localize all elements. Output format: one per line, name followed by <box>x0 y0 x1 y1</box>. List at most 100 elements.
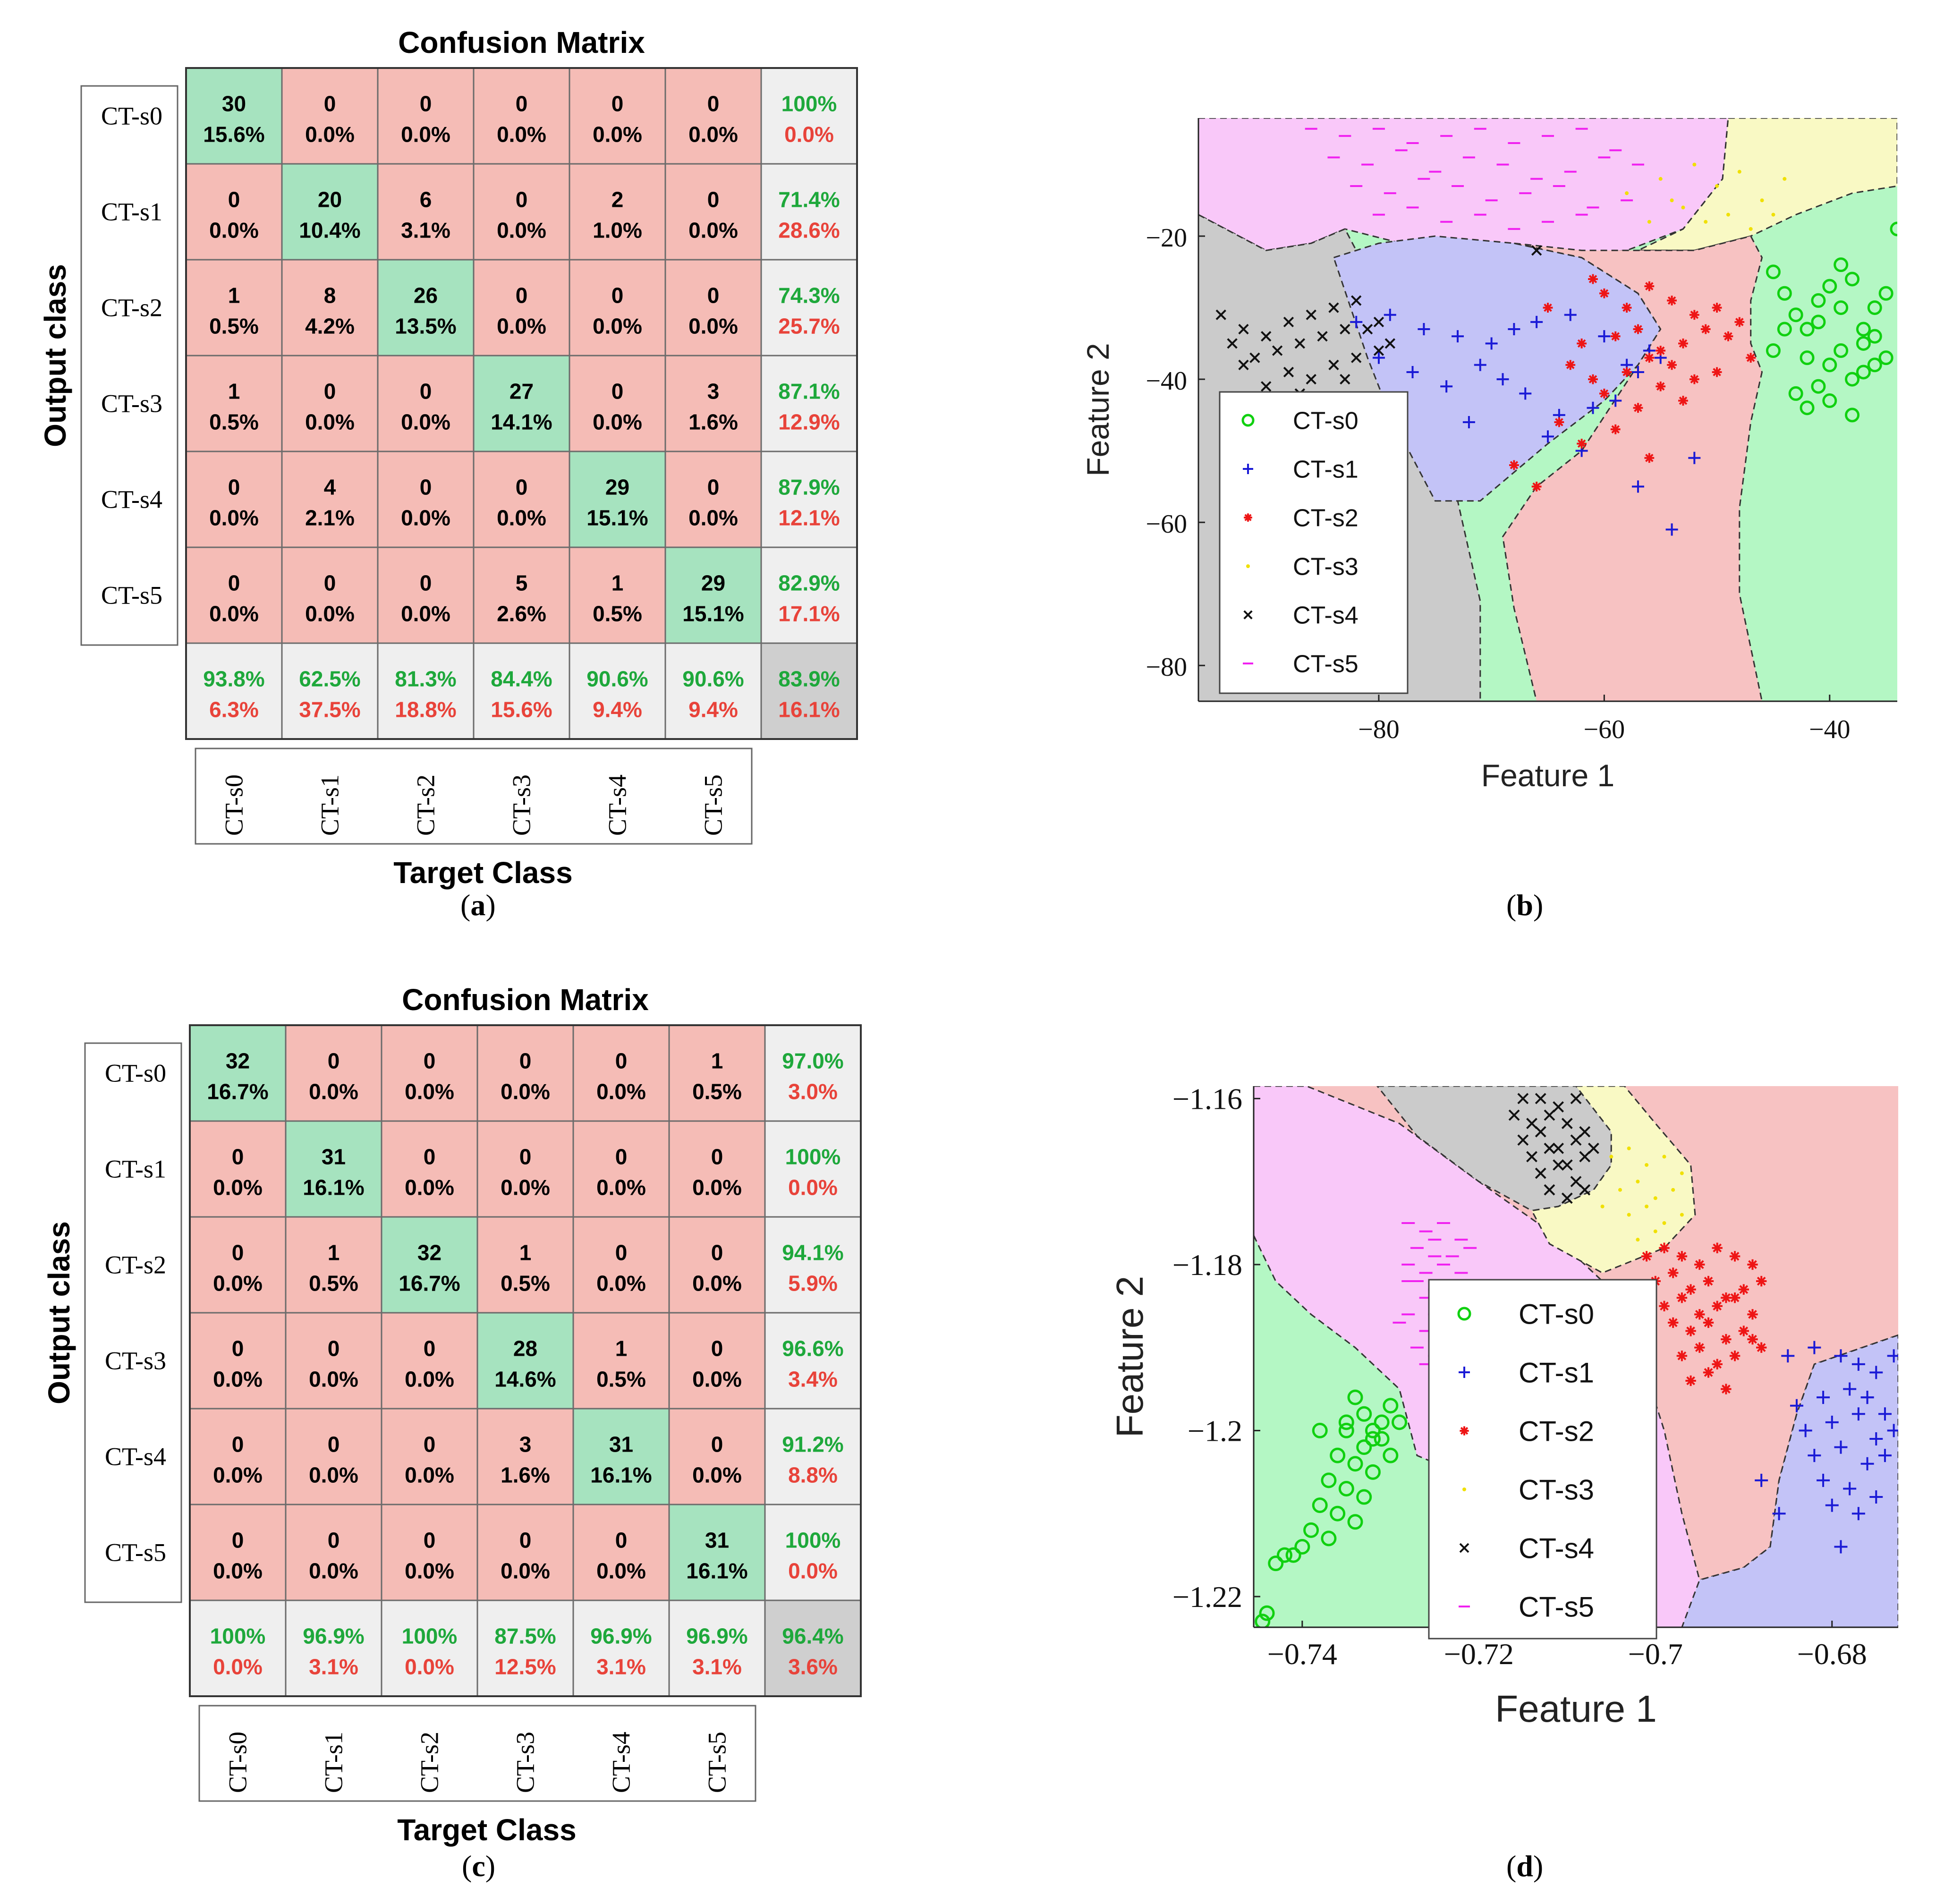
legend-entry-label: CT-s5 <box>1293 651 1359 678</box>
marker-asterisk <box>1667 1267 1679 1278</box>
cell-r1c2 <box>381 1120 478 1218</box>
marker-circle <box>1811 293 1826 308</box>
marker-dot <box>1627 1213 1631 1217</box>
y-tick-label: −40 <box>1146 366 1187 396</box>
legend-entry-label: CT-s1 <box>1293 456 1359 484</box>
marker-circle <box>1766 264 1781 280</box>
decision-region <box>1198 118 1729 258</box>
marker-x <box>1459 1543 1469 1553</box>
cell-r1c1 <box>285 1120 382 1218</box>
marker-asterisk <box>1689 374 1699 384</box>
cell-count: 2 <box>611 187 624 212</box>
marker-plus <box>1808 1449 1821 1462</box>
cell-count: 1 <box>228 283 240 308</box>
marker-x <box>1553 1159 1564 1171</box>
cell-count: 0 <box>615 1528 628 1553</box>
cell-count: 32 <box>417 1241 442 1265</box>
marker-circle <box>1800 400 1815 416</box>
marker-asterisk <box>1659 1242 1670 1253</box>
cell-percent: 0.0% <box>593 410 642 434</box>
cell-row-summary-4 <box>760 450 858 548</box>
marker-x <box>1526 1118 1537 1130</box>
cell-r5c5 <box>668 1504 766 1601</box>
marker-circle <box>1383 1447 1399 1463</box>
cell-r2c1 <box>281 259 379 357</box>
cell-r5c4 <box>572 1504 670 1601</box>
cell-r4c4 <box>572 1408 670 1505</box>
row-summary-bad: 3.0% <box>788 1080 838 1104</box>
marker-plus <box>1834 1540 1848 1554</box>
marker-circle <box>1845 372 1860 387</box>
col-summary-bad: 0.0% <box>405 1655 454 1679</box>
marker-asterisk <box>1694 1342 1705 1353</box>
row-class-label: CT-s1 <box>101 198 162 226</box>
marker-circle <box>1276 1547 1292 1563</box>
cell-count: 0 <box>232 1336 244 1361</box>
cell-count: 0 <box>228 571 240 595</box>
row-summary-bad: 3.4% <box>788 1367 838 1392</box>
marker-circle <box>1822 279 1837 294</box>
cell-count: 0 <box>424 1049 436 1073</box>
marker-dot <box>1636 1180 1640 1184</box>
marker-plus <box>1496 373 1509 386</box>
marker-circle <box>1788 307 1803 323</box>
cell-percent: 0.0% <box>405 1463 454 1488</box>
marker-dot <box>1760 198 1764 203</box>
marker-asterisk <box>1599 288 1609 298</box>
marker-x <box>1243 610 1253 620</box>
cell-r5c3 <box>476 1504 574 1601</box>
cell-count: 0 <box>424 1145 436 1169</box>
cell-count: 0 <box>324 92 336 116</box>
marker-dot <box>1662 1221 1666 1225</box>
marker-dot <box>1658 177 1663 181</box>
marker-asterisk <box>1700 324 1711 334</box>
cell-col-summary-0 <box>185 642 283 740</box>
cell-r1c0 <box>185 163 283 261</box>
cell-r1c1 <box>281 163 379 261</box>
cell-percent: 15.6% <box>203 122 264 147</box>
y-tick-label: −1.2 <box>1188 1414 1242 1447</box>
cell-r3c3 <box>473 355 570 452</box>
marker-asterisk <box>1721 1334 1732 1345</box>
marker-dot <box>1771 212 1775 217</box>
marker-x <box>1373 316 1384 328</box>
col-summary-bad: 3.1% <box>692 1655 742 1679</box>
marker-asterisk <box>1746 353 1756 363</box>
marker-asterisk <box>1531 482 1542 492</box>
x-tick-label: −0.7 <box>1628 1637 1683 1671</box>
row-class-label: CT-s0 <box>101 102 162 130</box>
cell-count: 8 <box>324 283 336 308</box>
marker-asterisk <box>1738 1326 1749 1336</box>
marker-x <box>1553 1101 1564 1113</box>
cell-count: 0 <box>707 92 720 116</box>
total-good: 96.4% <box>782 1624 843 1649</box>
col-summary-bad: 0.0% <box>213 1655 263 1679</box>
x-axis-label: Target Class <box>393 856 572 890</box>
decision-region <box>1681 1334 1898 1627</box>
cell-r1c5 <box>668 1120 766 1218</box>
cell-percent: 0.0% <box>688 122 738 147</box>
marker-circle <box>1777 322 1792 337</box>
marker-circle <box>1811 314 1826 330</box>
cell-r3c2 <box>377 355 475 452</box>
marker-asterisk <box>1756 1342 1767 1353</box>
cell-row-summary-0 <box>760 67 858 165</box>
marker-plus <box>1878 1407 1892 1421</box>
row-class-label: CT-s3 <box>101 390 162 418</box>
marker-asterisk <box>1703 1367 1714 1378</box>
marker-circle <box>1365 1464 1381 1480</box>
cell-percent: 0.0% <box>401 602 450 626</box>
cell-r1c3 <box>473 163 570 261</box>
marker-plus <box>1243 464 1253 474</box>
legend-entry-label: CT-s1 <box>1519 1357 1594 1389</box>
marker-dot <box>1618 1188 1622 1192</box>
cell-count: 0 <box>516 283 528 308</box>
marker-dot <box>1609 1155 1613 1159</box>
cell-count: 0 <box>420 571 432 595</box>
marker-x <box>1283 366 1294 378</box>
cell-percent: 1.6% <box>688 410 738 434</box>
cell-percent: 0.0% <box>209 506 259 530</box>
cell-count: 0 <box>328 1432 340 1457</box>
marker-circle <box>1312 1497 1328 1513</box>
